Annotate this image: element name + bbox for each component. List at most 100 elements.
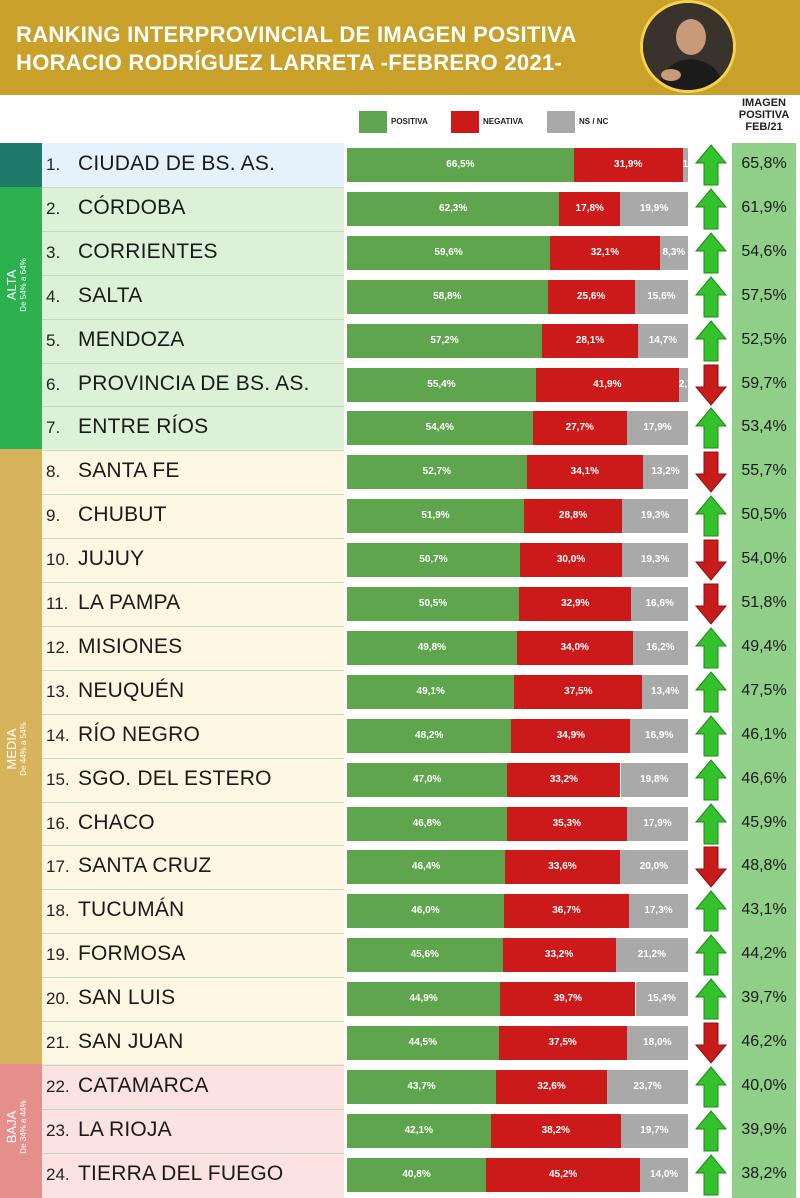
bar-negativa [500, 982, 636, 1016]
legend-swatch-negativa [451, 111, 479, 133]
rank-number: 6. [46, 375, 61, 394]
row-divider [42, 1021, 344, 1022]
band-media-label: MEDIA De 44% a 54% [4, 669, 28, 829]
data-label-positiva: 58,8% [433, 291, 462, 302]
bar-negativa [498, 1026, 627, 1060]
data-label-nsnc: 18,0% [643, 1037, 672, 1048]
data-label-negativa: 41,9% [593, 379, 622, 390]
province-name: CATAMARCA [78, 1074, 209, 1097]
bar-positiva [347, 587, 520, 621]
row-divider [42, 977, 344, 978]
row-divider [42, 714, 344, 715]
band-baja: BAJA De 34% a 44% [0, 1064, 42, 1198]
rank-number: 5. [46, 331, 61, 350]
chart-title-line2: HORACIO RODRÍGUEZ LARRETA -FEBRERO 2021- [16, 50, 563, 75]
band-media: MEDIA De 44% a 54% [0, 449, 42, 1064]
arrow-down-icon [694, 539, 728, 581]
bar-negativa [532, 411, 627, 445]
data-label-positiva: 47,0% [412, 774, 442, 785]
data-label-nsnc: 1,6% [682, 159, 689, 170]
bar-negativa [486, 1158, 641, 1192]
row-divider [42, 406, 344, 407]
bar-nsnc [632, 631, 688, 665]
data-label-positiva: 57,2% [430, 335, 459, 346]
data-label-positiva: 66,5% [446, 159, 475, 170]
previous-value: 52,5% [741, 331, 787, 348]
rank-number: 21. [46, 1033, 70, 1052]
data-label-nsnc: 15,6% [647, 291, 676, 302]
bar-nsnc [620, 192, 688, 226]
row-background-alta [42, 187, 344, 449]
row-background-baja [42, 1064, 344, 1198]
data-label-positiva: 42,1% [404, 1125, 433, 1136]
data-label-negativa: 34,0% [560, 642, 589, 653]
bar-nsnc [637, 324, 688, 358]
bar-negativa [535, 368, 679, 402]
province-name: CORRIENTES [78, 240, 218, 263]
row-divider [42, 670, 344, 671]
data-label-positiva: 45,6% [410, 949, 439, 960]
row-divider [42, 626, 344, 627]
arrow-up-icon [694, 759, 728, 801]
data-label-negativa: 33,6% [548, 861, 577, 872]
band-media-name: MEDIA [4, 728, 19, 770]
rank-number: 1. [46, 155, 61, 174]
legend-label-nsnc: NS / NC [579, 117, 609, 126]
bar-nsnc [626, 1026, 688, 1060]
province-name: LA RIOJA [78, 1118, 172, 1141]
previous-value: 49,4% [741, 638, 787, 655]
row-divider [42, 1153, 344, 1154]
rank-number: 19. [46, 945, 70, 964]
bar-positiva [347, 368, 536, 402]
previous-value: 65,8% [741, 155, 787, 172]
data-label-negativa: 32,9% [561, 598, 590, 609]
province-name: TUCUMÁN [78, 898, 185, 921]
bar-nsnc [620, 1114, 688, 1148]
arrow-up-icon [694, 671, 728, 713]
province-name: SAN JUAN [78, 1030, 184, 1053]
province-name: RÍO NEGRO [78, 723, 200, 746]
province-name: SAN LUIS [78, 986, 176, 1009]
data-label-nsnc: 2,7 [678, 379, 688, 390]
rank-number: 18. [46, 901, 70, 920]
data-label-nsnc: 14,7% [648, 335, 678, 346]
arrow-down-icon [694, 451, 728, 493]
data-label-nsnc: 15,4% [647, 993, 676, 1004]
data-label-positiva: 44,9% [409, 993, 438, 1004]
row-divider [42, 889, 344, 890]
province-name: CHUBUT [78, 503, 167, 526]
previous-value: 45,9% [741, 814, 787, 831]
arrow-up-icon [694, 715, 728, 757]
bar-positiva [347, 455, 527, 489]
bar-negativa [519, 587, 632, 621]
data-label-negativa: 37,5% [548, 1037, 577, 1048]
province-name: CÓRDOBA [78, 196, 186, 219]
chart-legend: POSITIVA NEGATIVA NS / NC [355, 108, 655, 134]
arrow-up-icon [694, 934, 728, 976]
bar-nsnc [627, 411, 688, 445]
rank-number: 13. [46, 682, 70, 701]
bar-nsnc [627, 807, 688, 841]
chart-title-line1: RANKING INTERPROVINCIAL DE IMAGEN POSITI… [16, 22, 577, 47]
band-alta-range: De 54% a 64% [19, 258, 28, 312]
province-name: CIUDAD DE BS. AS. [78, 152, 276, 175]
previous-values-column [732, 143, 796, 1198]
bar-positiva [347, 675, 515, 709]
data-label-positiva: 50,5% [418, 598, 448, 609]
row-divider [42, 845, 344, 846]
avatar [640, 0, 736, 93]
data-label-nsnc: 16,6% [645, 598, 674, 609]
province-name: SALTA [78, 284, 143, 307]
data-label-nsnc: 17,3% [644, 905, 673, 916]
bar-nsnc [630, 719, 688, 753]
province-name: TIERRA DEL FUEGO [78, 1162, 284, 1185]
legend-label-positiva: POSITIVA [391, 117, 428, 126]
data-label-nsnc: 16,2% [646, 642, 675, 653]
arrow-up-icon [694, 803, 728, 845]
province-name: SGO. DEL ESTERO [78, 767, 272, 790]
previous-value: 55,7% [741, 462, 787, 479]
previous-value: 46,6% [741, 770, 787, 787]
rank-number: 16. [46, 814, 70, 833]
bar-positiva [347, 148, 574, 182]
data-label-negativa: 45,2% [548, 1169, 578, 1180]
